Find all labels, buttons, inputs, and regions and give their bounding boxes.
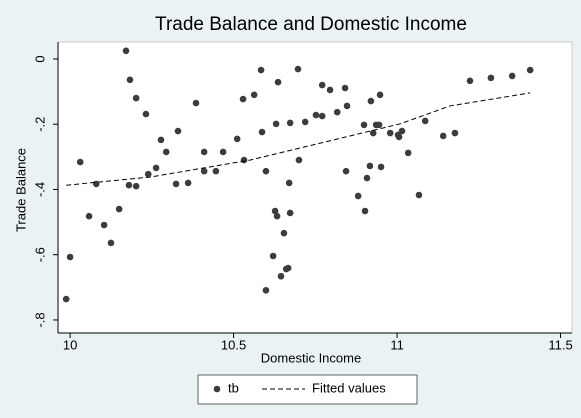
y-tick-label: -.6 [32, 247, 47, 262]
legend [197, 374, 418, 405]
point [361, 207, 369, 215]
point [144, 170, 152, 178]
legend-swatch [213, 385, 221, 393]
point [100, 221, 108, 229]
chart-title: Trade Balance and Domestic Income [155, 14, 467, 35]
point [363, 174, 371, 182]
point [271, 207, 279, 215]
point [142, 110, 150, 118]
point [85, 212, 93, 220]
point [326, 86, 334, 94]
y-axis-label: Trade Balance [13, 148, 28, 232]
point [62, 295, 70, 303]
point [219, 148, 227, 156]
point [174, 127, 182, 135]
point [366, 162, 374, 170]
point [421, 117, 429, 125]
legend-label: Fitted values [312, 380, 386, 395]
point [395, 133, 403, 141]
point [233, 135, 241, 143]
point [239, 95, 247, 103]
point [367, 97, 375, 105]
point [415, 191, 423, 199]
point [132, 94, 140, 102]
point [312, 111, 320, 119]
point [354, 192, 362, 200]
point [269, 252, 277, 260]
point [250, 91, 258, 99]
point [343, 102, 351, 110]
point [386, 129, 394, 137]
point [294, 65, 302, 73]
y-tick-label: -.2 [32, 117, 47, 132]
point [157, 136, 165, 144]
point [262, 286, 270, 294]
x-tick-label: 10 [63, 337, 77, 352]
x-tick-label: 10.5 [221, 337, 246, 352]
point [439, 132, 447, 140]
point [375, 121, 383, 129]
point [487, 74, 495, 82]
point [273, 212, 281, 220]
point [284, 264, 292, 272]
point [451, 129, 459, 137]
point [341, 84, 349, 92]
point [526, 66, 534, 74]
legend-label: tb [228, 380, 239, 395]
point [508, 72, 516, 80]
point [125, 181, 133, 189]
point [240, 156, 248, 164]
point [360, 121, 368, 129]
point [132, 182, 140, 190]
fitted-line [66, 92, 531, 186]
y-tick-label: 0 [32, 55, 47, 62]
point [295, 156, 303, 164]
point [342, 167, 350, 175]
point [466, 77, 474, 85]
point [318, 112, 326, 120]
point [286, 119, 294, 127]
point [258, 128, 266, 136]
plot-area [57, 41, 573, 334]
point [272, 120, 280, 128]
point [122, 47, 130, 55]
point [162, 148, 170, 156]
x-tick-label: 11 [390, 337, 404, 352]
point [285, 179, 293, 187]
point [369, 129, 377, 137]
point [115, 205, 123, 213]
point [184, 179, 192, 187]
point [376, 91, 384, 99]
x-tick-label: 11.5 [548, 337, 572, 352]
y-tick-label: -.4 [32, 182, 47, 197]
y-tick-label: -.8 [32, 312, 47, 327]
point [126, 76, 134, 84]
point [286, 209, 294, 217]
point [172, 180, 180, 188]
point [107, 239, 115, 247]
point [212, 167, 220, 175]
point [301, 118, 309, 126]
point [192, 99, 200, 107]
point [280, 229, 288, 237]
x-axis-label: Domestic Income [261, 350, 361, 365]
point [377, 163, 385, 171]
point [274, 78, 282, 86]
point [262, 167, 270, 175]
point [398, 127, 406, 135]
point [200, 148, 208, 156]
point [404, 149, 412, 157]
point [152, 164, 160, 172]
point [66, 253, 74, 261]
point [76, 158, 84, 166]
point [200, 167, 208, 175]
point [318, 81, 326, 89]
point [277, 272, 285, 280]
point [333, 108, 341, 116]
point [257, 66, 265, 74]
